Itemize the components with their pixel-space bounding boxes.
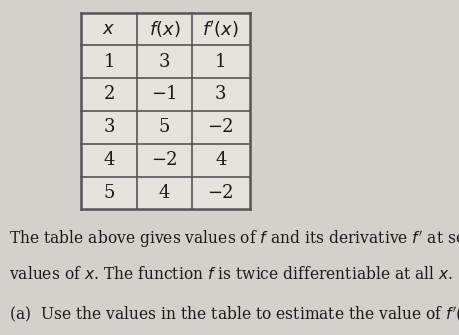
Text: −1: −1 xyxy=(151,85,177,104)
Text: −2: −2 xyxy=(207,184,234,202)
Text: values of $x$. The function $f$ is twice differentiable at all $x$.: values of $x$. The function $f$ is twice… xyxy=(9,266,453,283)
Text: $f'(x)$: $f'(x)$ xyxy=(202,19,239,40)
Text: 1: 1 xyxy=(214,53,226,71)
Text: 4: 4 xyxy=(158,184,170,202)
Text: 3: 3 xyxy=(158,53,170,71)
FancyBboxPatch shape xyxy=(81,13,249,209)
Text: (a)  Use the values in the table to estimate the value of $f'(1.5)$.: (a) Use the values in the table to estim… xyxy=(9,305,459,324)
Text: −2: −2 xyxy=(207,118,234,136)
Text: 4: 4 xyxy=(103,151,114,169)
Text: 5: 5 xyxy=(158,118,170,136)
Text: 2: 2 xyxy=(103,85,114,104)
Text: $f(x)$: $f(x)$ xyxy=(148,19,179,39)
Text: 5: 5 xyxy=(103,184,114,202)
Text: 3: 3 xyxy=(103,118,114,136)
Text: 1: 1 xyxy=(103,53,114,71)
Text: 4: 4 xyxy=(214,151,226,169)
Text: 3: 3 xyxy=(214,85,226,104)
Text: The table above gives values of $f$ and its derivative $f'$ at selected: The table above gives values of $f$ and … xyxy=(9,228,459,249)
Text: −2: −2 xyxy=(151,151,177,169)
Text: $x$: $x$ xyxy=(102,20,115,38)
